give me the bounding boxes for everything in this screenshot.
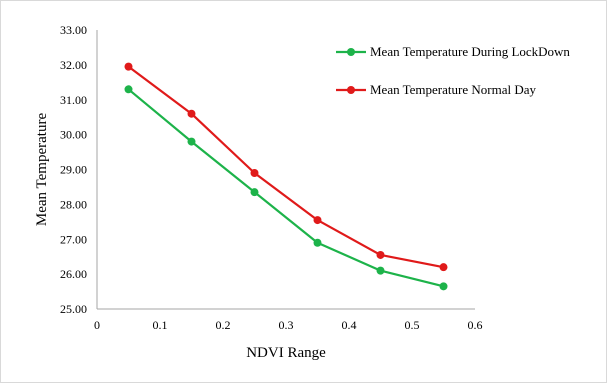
y-tick-label: 32.00 [60, 58, 87, 72]
x-tick-label: 0.6 [468, 318, 483, 332]
data-point [313, 216, 322, 225]
legend: Mean Temperature During LockDown Mean Tem… [336, 44, 570, 97]
tick-labels: 0 0.1 0.2 0.3 0.4 0.5 0.6 25.00 26.00 27.00 28.00 2… [60, 23, 483, 332]
series-line [127, 65, 444, 269]
x-tick-label: 0.3 [279, 318, 294, 332]
legend-label: Mean Temperature During LockDown [370, 44, 570, 59]
legend-item-1: Mean Temperature During LockDown [336, 44, 570, 59]
y-tick-label: 28.00 [60, 197, 87, 211]
y-axis-title: Mean Temperature [34, 113, 50, 227]
legend-item-2: Mean Temperature Normal Day [336, 82, 536, 97]
series-1 [124, 85, 448, 291]
series-group [124, 62, 448, 291]
series-line [127, 88, 444, 288]
x-tick-label: 0 [94, 318, 100, 332]
x-tick-label: 0.4 [342, 318, 357, 332]
data-point [376, 250, 385, 259]
y-tick-label: 31.00 [60, 93, 87, 107]
data-point [187, 137, 196, 146]
legend-swatch-marker [347, 48, 355, 56]
data-point [439, 282, 448, 291]
series-2 [124, 62, 448, 272]
x-axis-title: NDVI Range [246, 345, 326, 361]
y-tick-label: 33.00 [60, 23, 87, 37]
legend-label: Mean Temperature Normal Day [370, 82, 536, 97]
y-tick-label: 29.00 [60, 163, 87, 177]
y-tick-label: 30.00 [60, 128, 87, 142]
data-point [250, 168, 259, 177]
data-point [124, 62, 133, 71]
y-tick-label: 26.00 [60, 267, 87, 281]
data-point [439, 263, 448, 272]
x-tick-label: 0.1 [153, 318, 168, 332]
data-point [250, 188, 259, 197]
data-point [376, 266, 385, 275]
y-tick-label: 25.00 [60, 302, 87, 316]
x-tick-label: 0.2 [216, 318, 231, 332]
legend-swatch-marker [347, 86, 355, 94]
data-point [124, 85, 133, 94]
x-tick-label: 0.5 [405, 318, 420, 332]
data-point [187, 109, 196, 118]
data-point [313, 238, 322, 247]
y-tick-label: 27.00 [60, 232, 87, 246]
axes [96, 30, 475, 310]
